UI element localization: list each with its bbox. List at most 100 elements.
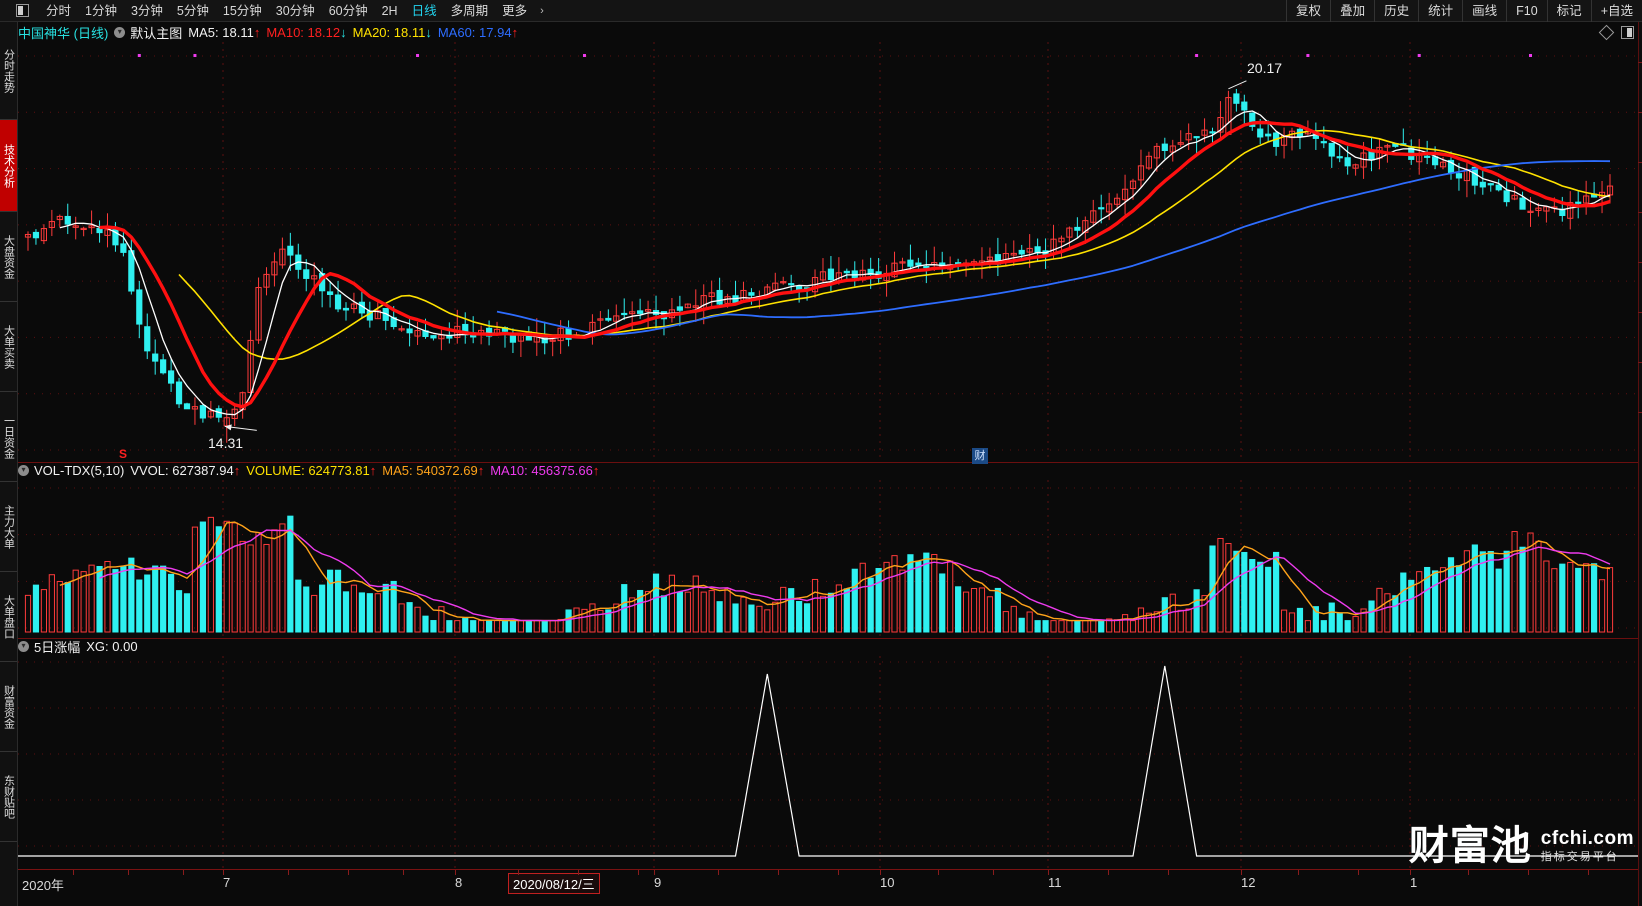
symbol-title[interactable]: 中国神华 (日线) (18, 25, 109, 41)
sidebar-item-daily-funds[interactable]: 一日资金 (0, 392, 17, 482)
diamond-icon[interactable] (1598, 24, 1615, 41)
x-axis-date-cursor: 2020/08/12/三 (508, 873, 600, 894)
period-tab-0[interactable]: 分时 (46, 3, 72, 18)
action-f10[interactable]: F10 (1506, 0, 1547, 22)
period-tab-3[interactable]: 5分钟 (176, 3, 209, 18)
period-tab-2[interactable]: 3分钟 (130, 3, 163, 18)
action-fuquan[interactable]: 复权 (1286, 0, 1330, 22)
action-overlay[interactable]: 叠加 (1330, 0, 1374, 22)
vol-ma10-arrow: ↑ (592, 462, 600, 478)
sidebar-item-forum[interactable]: 东财贴吧 (0, 752, 17, 842)
sidebar-item-main-orders[interactable]: 主力大单 (0, 482, 17, 572)
price-chart-svg (18, 42, 1642, 460)
ma20-readout: MA20: 18.11↓ (352, 24, 432, 40)
ma20-value: 18.11 (393, 24, 426, 40)
sidebar-item-fenshi[interactable]: 分时走势 (0, 22, 17, 120)
vol-ma5-value: 540372.69 (416, 462, 478, 478)
high-price-label: 20.17 (1247, 60, 1283, 76)
sidebar-item-order-book[interactable]: 大单盘口 (0, 572, 17, 662)
center-watermark: 财 (972, 448, 988, 464)
volume-collapse-icon[interactable] (18, 464, 29, 476)
period-tabs: 分时 1分钟 3分钟 5分钟 15分钟 30分钟 60分钟 2H 日线 多周期 … (0, 1, 550, 21)
volume-indicator-name[interactable]: VOL-TDX(5,10) (34, 462, 125, 478)
left-sidebar: 分时走势 技术分析 大盘资金 大单买卖 一日资金 主力大单 大单盘口 财富资金 … (0, 22, 18, 906)
sidebar-item-big-orders[interactable]: 大单买卖 (0, 302, 17, 392)
vol-ma5-arrow: ↑ (477, 462, 485, 478)
period-tab-4[interactable]: 15分钟 (222, 3, 262, 18)
period-tab-multi[interactable]: 多周期 (450, 3, 489, 18)
brand-tagline: 指标交易平台 (1540, 851, 1619, 863)
vvol-value: 627387.94 (172, 462, 234, 478)
period-tab-5[interactable]: 30分钟 (275, 3, 315, 18)
volume-readout: VOLUME: 624773.81↑ (246, 462, 377, 478)
period-tab-7[interactable]: 2H (381, 3, 398, 18)
period-tab-6[interactable]: 60分钟 (328, 3, 368, 18)
brand-name-cn: 财富池 (1408, 823, 1532, 869)
sell-signal-marker: S (119, 447, 128, 461)
vol-ma10-value: 456375.66 (531, 462, 593, 478)
action-history[interactable]: 历史 (1374, 0, 1418, 22)
vol-ma10-readout: MA10: 456375.66↑ (490, 462, 600, 478)
x-tick-label-6: 12 (1241, 875, 1256, 890)
brand-domain: cfchi.com (1540, 828, 1634, 849)
sidebar-item-technical[interactable]: 技术分析 (0, 120, 17, 212)
main-template-label[interactable]: 默认主图 (130, 25, 183, 41)
volume-chart-svg (18, 480, 1642, 636)
period-tab-more[interactable]: 更多 (502, 3, 528, 18)
vvol-readout: VVOL: 627387.94↑ (130, 462, 241, 478)
sidebar-item-wealth-funds[interactable]: 财富资金 (0, 662, 17, 752)
ma60-value: 17.94 (479, 24, 512, 40)
action-mark[interactable]: 标记 (1546, 0, 1591, 22)
ma20-arrow: ↓ (425, 24, 432, 40)
ma60-readout: MA60: 17.94↑ (437, 24, 519, 40)
chevron-right-icon[interactable]: › (540, 4, 544, 17)
brand-watermark: 财富池 cfchi.com 指标交易平台 (1409, 826, 1634, 866)
price-pane-divider (18, 462, 1642, 463)
ma10-arrow: ↓ (340, 24, 347, 40)
chevron-down-icon[interactable] (114, 26, 126, 38)
price-axis-rail[interactable] (1638, 22, 1642, 906)
price-chart-pane[interactable] (18, 42, 1642, 460)
x-tick-label-4: 10 (880, 875, 895, 890)
ma10-readout: MA10: 18.12↓ (266, 24, 347, 40)
ma5-arrow: ↑ (253, 24, 261, 40)
x-tick-label-5: 11 (1048, 875, 1062, 890)
vvol-arrow: ↑ (233, 462, 241, 478)
price-panel-header: 中国神华 (日线) 默认主图 MA5: 18.11↑ MA10: 18.12↓ … (18, 22, 524, 42)
xg-field-value: 0.00 (112, 638, 138, 654)
action-add-watchlist[interactable]: +自选 (1590, 0, 1642, 22)
sidebar-item-market-funds[interactable]: 大盘资金 (0, 212, 17, 302)
xg-indicator-name[interactable]: 5日涨幅 (34, 639, 81, 655)
action-statistics[interactable]: 统计 (1418, 0, 1462, 22)
xg-panel-header: 5日涨幅 XG: 0.00 (18, 636, 144, 656)
xg-readout: XG: 0.00 (86, 638, 138, 654)
xg-chart-pane[interactable] (18, 656, 1642, 868)
toolbar-right-actions: 复权 叠加 历史 统计 画线 F10 标记 +自选 (1286, 0, 1642, 22)
x-tick-label-2: 8 (455, 875, 463, 890)
top-toolbar: 分时 1分钟 3分钟 5分钟 15分钟 30分钟 60分钟 2H 日线 多周期 … (0, 0, 1642, 22)
x-tick-label-7: 1 (1410, 875, 1418, 890)
volume-chart-pane[interactable] (18, 480, 1642, 636)
xg-collapse-icon[interactable] (18, 640, 29, 652)
vol-ma5-readout: MA5: 540372.69↑ (382, 462, 485, 478)
x-axis[interactable]: 2020年 7 8 2020/08/12/三 9 10 11 12 1 (18, 869, 1642, 906)
action-drawline[interactable]: 画线 (1462, 0, 1506, 22)
ma5-readout: MA5: 18.11↑ (188, 24, 261, 40)
panel-toggle-icon[interactable] (16, 4, 29, 17)
period-tab-daily[interactable]: 日线 (411, 3, 437, 18)
layout-toggle-icon[interactable] (1621, 26, 1634, 39)
x-tick-label-0: 2020年 (22, 878, 64, 893)
period-tab-1[interactable]: 1分钟 (85, 3, 117, 18)
ma10-value: 18.12 (307, 24, 341, 40)
volume-arrow: ↑ (369, 462, 377, 478)
x-tick-label-1: 7 (223, 875, 231, 890)
panel-corner-controls (1598, 24, 1634, 41)
x-tick-label-3: 9 (654, 875, 662, 890)
volume-value: 624773.81 (308, 462, 370, 478)
ma5-value: 18.11 (222, 24, 254, 40)
xg-chart-svg (18, 656, 1642, 868)
volume-panel-header: VOL-TDX(5,10) VVOL: 627387.94↑ VOLUME: 6… (18, 460, 605, 480)
low-price-label: 14.31 (208, 435, 244, 451)
volume-pane-divider (18, 638, 1642, 639)
